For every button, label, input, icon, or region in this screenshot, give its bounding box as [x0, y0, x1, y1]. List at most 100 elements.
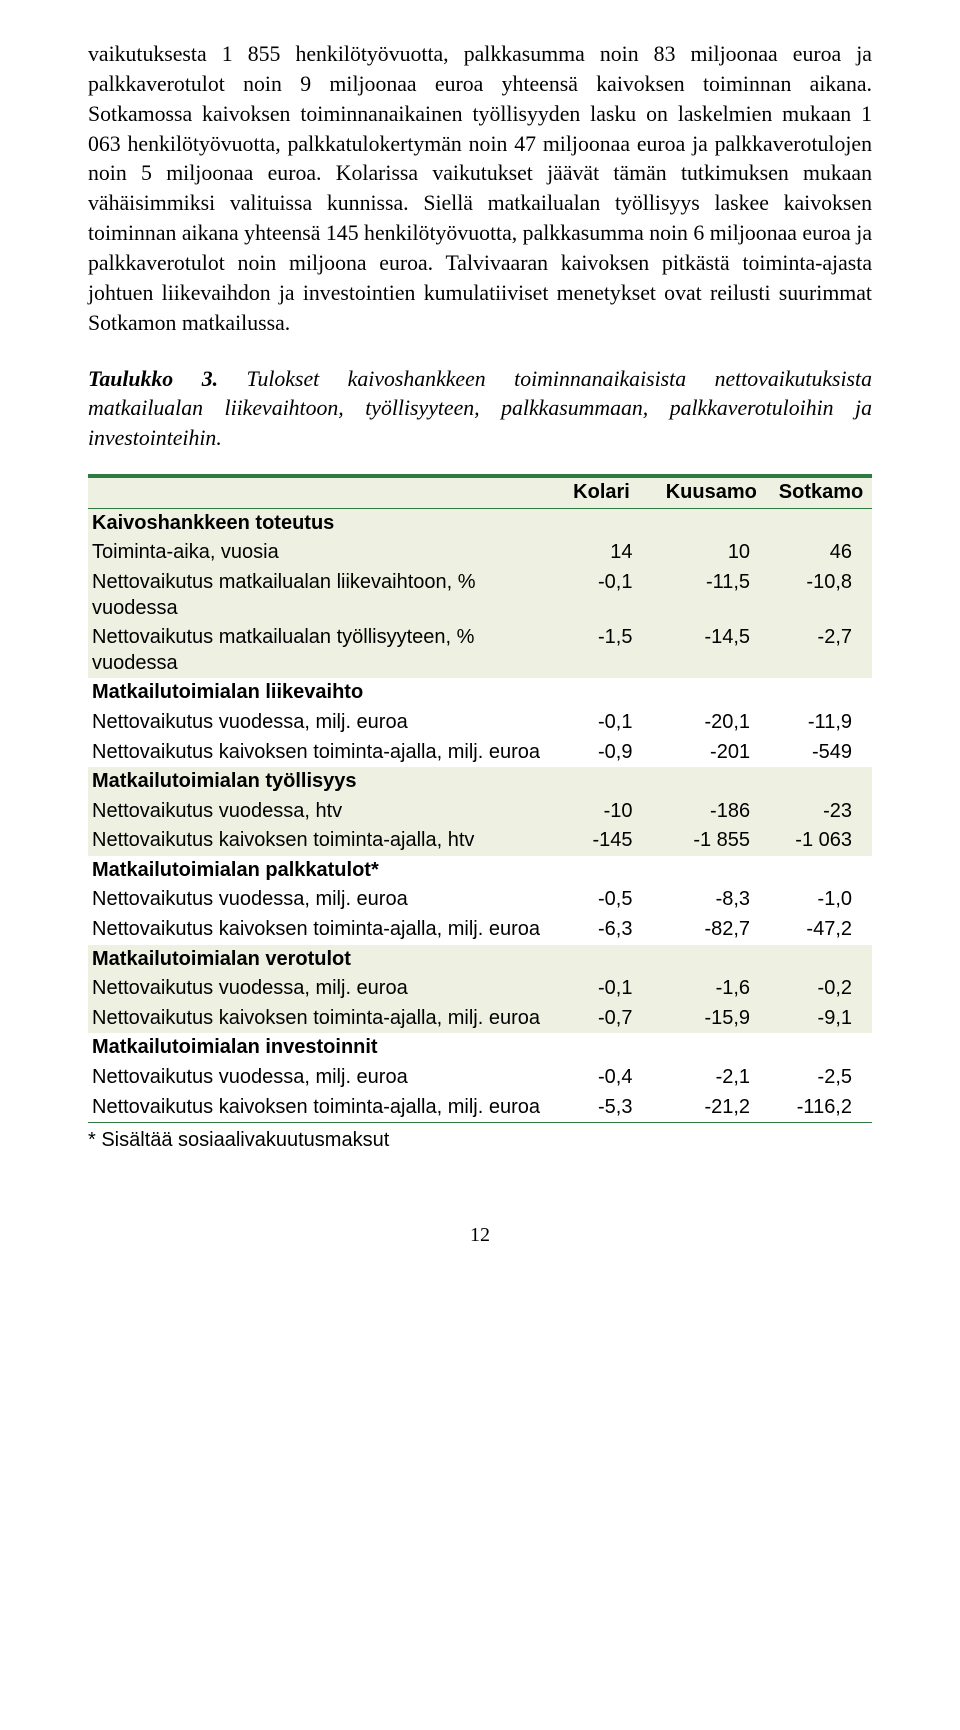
table-caption: Taulukko 3. Tulokset kaivoshankkeen toim… — [88, 365, 872, 455]
section-title-empty — [770, 945, 872, 975]
section-title-empty — [652, 856, 770, 886]
table-row: Nettovaikutus matkailualan liikevaihtoon… — [88, 568, 872, 623]
row-value: -0,1 — [551, 708, 653, 738]
row-label: Nettovaikutus matkailualan työllisyyteen… — [88, 623, 551, 678]
table-row: Nettovaikutus matkailualan työllisyyteen… — [88, 623, 872, 678]
table-row: Nettovaikutus kaivoksen toiminta-ajalla,… — [88, 1004, 872, 1034]
col-header-kuusamo: Kuusamo — [652, 478, 770, 508]
row-value: 46 — [770, 538, 872, 568]
row-label: Nettovaikutus kaivoksen toiminta-ajalla,… — [88, 1093, 551, 1123]
section-title-empty — [770, 509, 872, 539]
table-section-header: Matkailutoimialan palkkatulot* — [88, 856, 872, 886]
row-value: -2,1 — [652, 1063, 770, 1093]
row-value: -2,5 — [770, 1063, 872, 1093]
row-value: -23 — [770, 797, 872, 827]
table-body: Kaivoshankkeen toteutusToiminta-aika, vu… — [88, 508, 872, 1122]
table-row: Nettovaikutus kaivoksen toiminta-ajalla,… — [88, 738, 872, 768]
row-label: Nettovaikutus vuodessa, milj. euroa — [88, 708, 551, 738]
row-value: -1,0 — [770, 885, 872, 915]
page-number: 12 — [88, 1224, 872, 1247]
table-row: Nettovaikutus vuodessa, htv-10-186-23 — [88, 797, 872, 827]
row-value: -47,2 — [770, 915, 872, 945]
row-value: -20,1 — [652, 708, 770, 738]
row-label: Nettovaikutus matkailualan liikevaihtoon… — [88, 568, 551, 623]
col-header-blank — [88, 478, 551, 508]
section-title: Matkailutoimialan työllisyys — [88, 767, 551, 797]
section-title-empty — [770, 678, 872, 708]
row-value: 10 — [652, 538, 770, 568]
row-value: -2,7 — [770, 623, 872, 678]
results-table: Kolari Kuusamo Sotkamo Kaivoshankkeen to… — [88, 478, 872, 1122]
section-title-empty — [551, 945, 653, 975]
section-title-empty — [652, 678, 770, 708]
section-title-empty — [551, 767, 653, 797]
col-header-kolari: Kolari — [551, 478, 653, 508]
row-value: -0,9 — [551, 738, 653, 768]
row-value: -11,5 — [652, 568, 770, 623]
section-title-empty — [551, 678, 653, 708]
table-row: Toiminta-aika, vuosia141046 — [88, 538, 872, 568]
table-row: Nettovaikutus vuodessa, milj. euroa-0,5-… — [88, 885, 872, 915]
row-value: -10,8 — [770, 568, 872, 623]
row-value: -116,2 — [770, 1093, 872, 1123]
row-label: Nettovaikutus kaivoksen toiminta-ajalla,… — [88, 915, 551, 945]
row-value: -145 — [551, 826, 653, 856]
table-footnote: * Sisältää sosiaalivakuutusmaksut — [88, 1129, 872, 1152]
table-section-header: Matkailutoimialan työllisyys — [88, 767, 872, 797]
row-value: -5,3 — [551, 1093, 653, 1123]
row-label: Nettovaikutus kaivoksen toiminta-ajalla,… — [88, 738, 551, 768]
row-label: Nettovaikutus vuodessa, milj. euroa — [88, 1063, 551, 1093]
row-value: -186 — [652, 797, 770, 827]
section-title-empty — [551, 1033, 653, 1063]
row-value: -0,2 — [770, 974, 872, 1004]
section-title: Matkailutoimialan palkkatulot* — [88, 856, 551, 886]
row-value: 14 — [551, 538, 653, 568]
row-value: -10 — [551, 797, 653, 827]
table-row: Nettovaikutus vuodessa, milj. euroa-0,4-… — [88, 1063, 872, 1093]
table-head-row: Kolari Kuusamo Sotkamo — [88, 478, 872, 508]
section-title-empty — [770, 767, 872, 797]
row-value: -11,9 — [770, 708, 872, 738]
table-row: Nettovaikutus kaivoksen toiminta-ajalla,… — [88, 915, 872, 945]
caption-label: Taulukko 3. — [88, 367, 218, 391]
table-row: Nettovaikutus vuodessa, milj. euroa-0,1-… — [88, 708, 872, 738]
section-title-empty — [652, 1033, 770, 1063]
row-value: -9,1 — [770, 1004, 872, 1034]
row-label: Nettovaikutus kaivoksen toiminta-ajalla,… — [88, 1004, 551, 1034]
table-row: Nettovaikutus kaivoksen toiminta-ajalla,… — [88, 1093, 872, 1123]
section-title: Matkailutoimialan verotulot — [88, 945, 551, 975]
row-label: Nettovaikutus vuodessa, htv — [88, 797, 551, 827]
row-value: -8,3 — [652, 885, 770, 915]
row-value: -1 855 — [652, 826, 770, 856]
row-label: Toiminta-aika, vuosia — [88, 538, 551, 568]
row-value: -1 063 — [770, 826, 872, 856]
section-title-empty — [551, 856, 653, 886]
section-title-empty — [770, 1033, 872, 1063]
col-header-sotkamo: Sotkamo — [770, 478, 872, 508]
row-value: -0,4 — [551, 1063, 653, 1093]
row-value: -0,1 — [551, 568, 653, 623]
row-value: -15,9 — [652, 1004, 770, 1034]
row-value: -21,2 — [652, 1093, 770, 1123]
table-section-header: Matkailutoimialan verotulot — [88, 945, 872, 975]
row-label: Nettovaikutus kaivoksen toiminta-ajalla,… — [88, 826, 551, 856]
table-section-header: Matkailutoimialan liikevaihto — [88, 678, 872, 708]
table-section-header: Matkailutoimialan investoinnit — [88, 1033, 872, 1063]
row-value: -6,3 — [551, 915, 653, 945]
table-bottom-rule — [88, 1122, 872, 1123]
row-value: -14,5 — [652, 623, 770, 678]
row-value: -201 — [652, 738, 770, 768]
row-value: -1,5 — [551, 623, 653, 678]
section-title: Matkailutoimialan liikevaihto — [88, 678, 551, 708]
table-section-header: Kaivoshankkeen toteutus — [88, 509, 872, 539]
row-value: -1,6 — [652, 974, 770, 1004]
table-row: Nettovaikutus vuodessa, milj. euroa-0,1-… — [88, 974, 872, 1004]
table-row: Nettovaikutus kaivoksen toiminta-ajalla,… — [88, 826, 872, 856]
row-value: -549 — [770, 738, 872, 768]
row-value: -0,7 — [551, 1004, 653, 1034]
section-title-empty — [551, 509, 653, 539]
row-value: -0,1 — [551, 974, 653, 1004]
section-title: Kaivoshankkeen toteutus — [88, 509, 551, 539]
section-title-empty — [652, 509, 770, 539]
row-label: Nettovaikutus vuodessa, milj. euroa — [88, 974, 551, 1004]
